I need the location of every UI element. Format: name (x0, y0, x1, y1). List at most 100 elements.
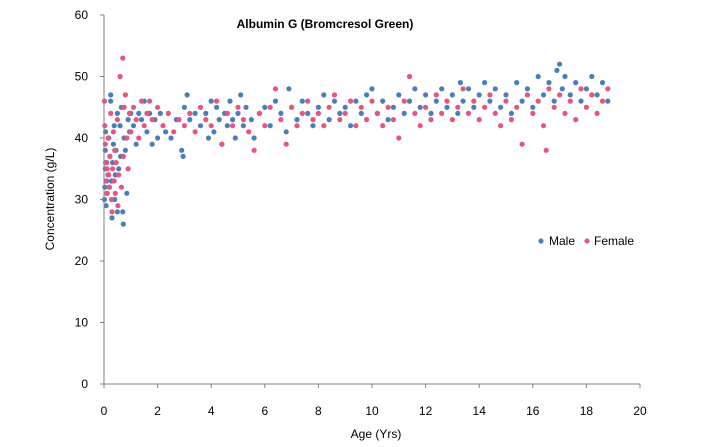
data-point-female (176, 117, 182, 123)
data-point-female (149, 117, 155, 123)
data-point-male (187, 117, 193, 123)
data-point-female (144, 110, 150, 116)
y-tick-label: 60 (75, 8, 89, 22)
data-point-female (455, 104, 461, 110)
data-point-female (181, 123, 187, 129)
data-point-male (224, 123, 230, 129)
data-point-female (358, 104, 364, 110)
data-point-female (310, 117, 316, 123)
data-point-female (423, 104, 429, 110)
data-point-female (337, 117, 343, 123)
x-tick-label: 10 (365, 404, 379, 418)
data-point-female (514, 104, 520, 110)
data-point-female (125, 166, 131, 172)
data-point-male (406, 98, 413, 104)
data-point-female (573, 117, 579, 123)
series-male (101, 61, 611, 227)
data-point-male (578, 98, 584, 104)
data-point-male (573, 80, 579, 86)
data-point-female (256, 110, 262, 116)
data-point-female (605, 86, 611, 92)
data-point-male (342, 104, 348, 110)
data-point-male (205, 135, 212, 141)
data-point-male (262, 104, 268, 110)
data-point-female (117, 73, 123, 80)
legend-male-label: Male (549, 234, 575, 248)
data-point-male (248, 117, 254, 123)
data-point-female (508, 117, 514, 123)
data-point-male (594, 92, 600, 98)
data-point-male (401, 110, 407, 116)
x-tick-label: 16 (526, 404, 540, 418)
data-point-male (358, 110, 364, 116)
data-point-female (594, 110, 600, 116)
data-point-female (433, 92, 439, 98)
data-point-female (530, 110, 536, 116)
data-point-female (108, 110, 114, 116)
data-point-female (120, 55, 126, 61)
data-point-female (102, 141, 108, 147)
data-point-female (364, 117, 370, 123)
data-point-female (524, 92, 531, 98)
data-point-male (337, 110, 343, 116)
data-point-male (197, 123, 204, 129)
data-point-male (180, 153, 186, 159)
data-point-male (567, 92, 573, 98)
data-point-female (171, 129, 177, 135)
data-point-female (557, 92, 563, 98)
data-point-male (385, 117, 391, 123)
data-point-female (551, 104, 557, 110)
data-point-male (149, 141, 155, 147)
data-point-male (110, 141, 116, 147)
data-point-female (165, 110, 171, 116)
x-axis-title: Age (Yrs) (351, 427, 402, 441)
data-point-female (107, 153, 113, 159)
data-point-female (187, 110, 193, 116)
data-point-female (305, 98, 311, 104)
data-point-male (514, 80, 520, 86)
data-point-female (104, 190, 110, 196)
data-point-female (121, 104, 127, 110)
data-point-male (102, 147, 108, 153)
x-tick-label: 8 (315, 404, 322, 418)
data-point-female (103, 178, 109, 184)
data-point-male (238, 92, 244, 98)
data-point-male (417, 104, 423, 110)
data-point-male (120, 221, 126, 227)
data-point-male (305, 110, 311, 116)
data-point-male (125, 117, 131, 123)
data-point-female (108, 196, 115, 203)
data-point-male (369, 86, 375, 92)
data-point-male (157, 110, 163, 116)
data-point-female (492, 110, 498, 116)
data-point-female (272, 86, 279, 92)
data-point-female (460, 86, 466, 92)
data-point-male (433, 98, 439, 104)
data-point-female (476, 117, 482, 123)
data-point-male (179, 147, 185, 153)
data-point-female (583, 104, 590, 110)
data-point-female (128, 129, 134, 135)
data-point-male (138, 117, 145, 123)
data-point-male (163, 129, 169, 135)
data-point-male (136, 110, 142, 116)
data-point-male (457, 80, 463, 86)
data-point-male (589, 73, 595, 80)
data-point-female (141, 123, 147, 129)
data-point-female (294, 123, 300, 129)
data-point-female (111, 178, 117, 184)
data-point-female (428, 117, 434, 123)
data-point-female (326, 104, 332, 110)
data-point-female (444, 98, 450, 104)
data-point-female (115, 203, 121, 209)
data-point-male (396, 92, 402, 98)
y-tick-label: 50 (75, 70, 89, 84)
data-point-female (449, 117, 455, 123)
data-point-male (122, 147, 128, 153)
data-point-female (105, 135, 111, 141)
data-point-male (114, 209, 120, 215)
data-point-male (530, 104, 536, 110)
data-point-female (192, 129, 198, 135)
data-point-male (108, 98, 114, 104)
